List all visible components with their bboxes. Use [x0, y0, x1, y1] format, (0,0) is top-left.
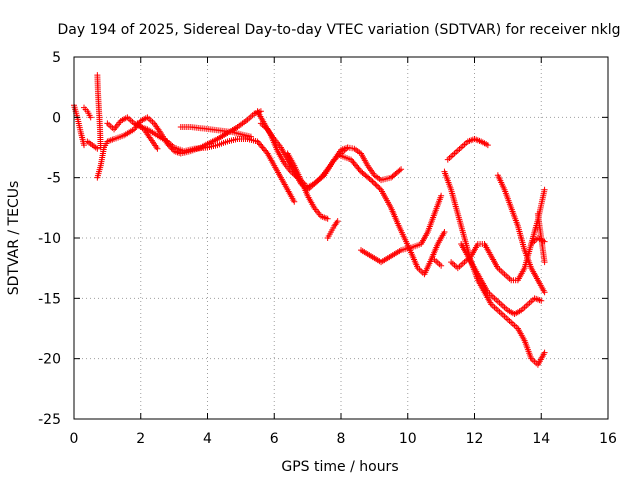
- series-track-c: [84, 138, 101, 152]
- series-track-m: [338, 152, 448, 278]
- x-tick-label: 6: [270, 431, 279, 447]
- data-point: [366, 175, 373, 182]
- x-tick-label: 8: [337, 431, 346, 447]
- x-tick-label: 0: [70, 431, 79, 447]
- data-point: [324, 215, 331, 222]
- series-track-r: [444, 136, 491, 163]
- data-point: [94, 145, 101, 152]
- x-tick-label: 10: [399, 431, 417, 447]
- x-axis-label: GPS time / hours: [281, 459, 398, 475]
- data-point: [441, 228, 448, 235]
- series-track-n: [358, 192, 445, 266]
- data-point: [247, 133, 254, 140]
- y-tick-label: -15: [38, 291, 61, 307]
- series-track-t: [494, 172, 548, 296]
- data-point: [541, 186, 548, 193]
- data-point: [376, 185, 383, 192]
- series-track-h: [177, 123, 254, 140]
- x-tick-label: 2: [136, 431, 145, 447]
- data-point: [438, 262, 445, 269]
- data-point: [372, 181, 379, 188]
- data-point: [541, 289, 548, 296]
- x-tick-label: 4: [203, 431, 212, 447]
- series-track-s: [458, 241, 545, 318]
- chart-title: Day 194 of 2025, Sidereal Day-to-day VTE…: [58, 22, 621, 38]
- series-track-l: [324, 218, 341, 241]
- y-tick-label: 0: [52, 110, 61, 126]
- data-point: [538, 297, 545, 304]
- data-point: [375, 183, 382, 190]
- data-point: [368, 177, 375, 184]
- x-tick-label: 16: [599, 431, 617, 447]
- data-point: [398, 166, 405, 173]
- series-track-v: [534, 210, 548, 266]
- y-tick-label: -5: [47, 171, 61, 187]
- data-point: [373, 182, 380, 189]
- series-track-e: [94, 108, 264, 181]
- data-point: [541, 259, 548, 266]
- data-point: [87, 114, 94, 121]
- data-point: [291, 198, 298, 205]
- series-track-k: [284, 150, 331, 222]
- data-point: [344, 144, 351, 151]
- y-tick-label: -20: [38, 352, 61, 368]
- data-layer: [71, 72, 548, 368]
- y-axis-label: SDTVAR / TECUs: [6, 181, 22, 296]
- data-point: [319, 173, 326, 180]
- data-point: [396, 167, 403, 174]
- data-point: [541, 349, 548, 356]
- grid: [74, 57, 608, 419]
- axis-ticks: 0 2 4 6 8 10 12 14 16 5 0 -5 -10 -15 -20 -25: [38, 50, 617, 447]
- y-tick-label: -10: [38, 231, 61, 247]
- data-point: [484, 142, 491, 149]
- data-point: [369, 178, 376, 185]
- data-point: [81, 142, 88, 149]
- x-tick-label: 12: [466, 431, 484, 447]
- series-track-a: [71, 102, 88, 149]
- series-track-o: [431, 256, 445, 269]
- data-point: [334, 218, 341, 225]
- series-track-g: [134, 120, 161, 152]
- data-point: [438, 192, 445, 199]
- y-tick-label: 5: [52, 50, 61, 66]
- data-point: [370, 179, 377, 186]
- data-point: [154, 145, 161, 152]
- series-track-d: [94, 72, 104, 151]
- y-tick-label: -25: [38, 412, 61, 428]
- series-track-i: [254, 108, 405, 191]
- series-track-b: [81, 104, 94, 121]
- x-tick-label: 14: [532, 431, 550, 447]
